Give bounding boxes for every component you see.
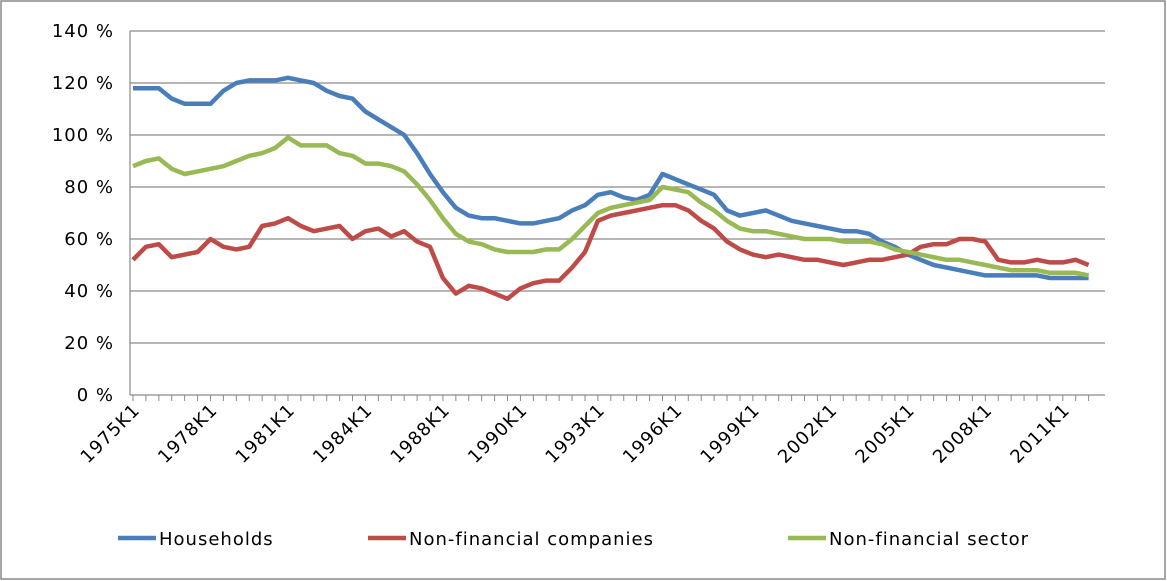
- legend-label: Non-financial sector: [829, 529, 1029, 550]
- y-tick-label: 140 %: [52, 21, 114, 42]
- y-tick-label: 100 %: [52, 125, 114, 146]
- y-tick-label: 80 %: [64, 177, 114, 198]
- legend-label: Households: [159, 529, 274, 550]
- legend-label: Non-financial companies: [409, 529, 654, 550]
- series-line: [132, 135, 1090, 278]
- series-line: [133, 75, 1089, 281]
- y-tick-label: 120 %: [52, 73, 114, 94]
- y-tick-label: 60 %: [64, 229, 114, 250]
- y-tick-label: 40 %: [64, 281, 114, 302]
- series-line: [131, 202, 1090, 302]
- y-tick-label: 20 %: [64, 333, 114, 354]
- y-tick-label: 0 %: [77, 385, 114, 406]
